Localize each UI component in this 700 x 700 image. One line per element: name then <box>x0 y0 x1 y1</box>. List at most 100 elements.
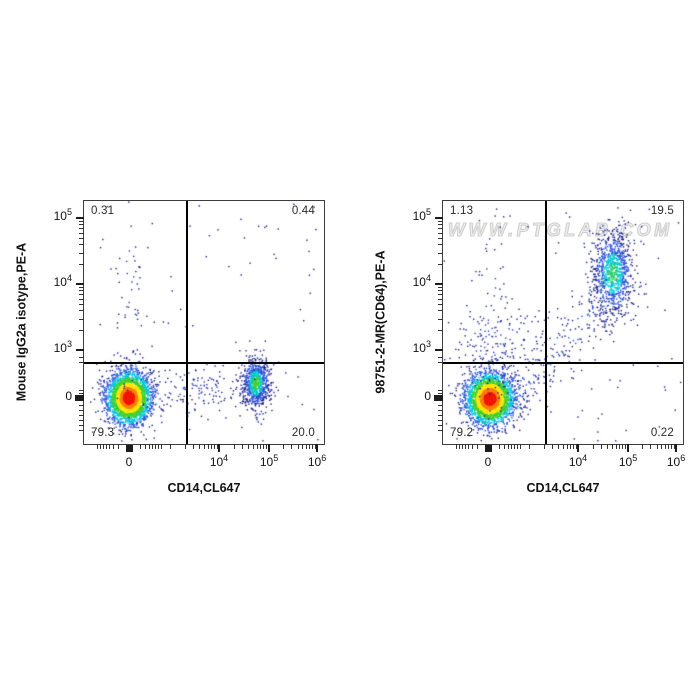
tick-exponent: 4 <box>582 453 588 463</box>
x-axis-minor-tick <box>306 444 308 449</box>
y-axis-minor-tick <box>79 244 84 246</box>
x-axis-minor-tick <box>624 444 626 449</box>
quadrant-gate-vertical-line <box>186 201 189 444</box>
y-axis-minor-tick <box>438 220 443 222</box>
x-axis-minor-tick <box>199 444 201 449</box>
x-axis-minor-tick <box>193 444 195 449</box>
x-axis-minor-tick <box>641 444 643 449</box>
x-axis-minor-tick <box>543 444 545 449</box>
x-axis-minor-tick <box>573 444 575 449</box>
x-axis-tick <box>316 444 319 452</box>
tick-exponent: 3 <box>66 338 72 349</box>
x-axis-minor-tick <box>567 444 569 449</box>
x-axis-minor-tick <box>302 444 304 449</box>
x-axis-minor-tick <box>106 444 108 449</box>
tick-base: 10 <box>307 455 322 469</box>
tick-base: 10 <box>618 455 633 469</box>
x-axis-minor-tick <box>113 444 115 449</box>
tick-base: 10 <box>412 275 426 290</box>
tick-exponent: 3 <box>425 338 431 349</box>
tick-exponent: 4 <box>66 273 72 284</box>
y-axis-minor-tick <box>79 429 84 431</box>
x-axis-minor-tick <box>242 444 244 449</box>
y-axis-minor-tick <box>438 390 443 392</box>
x-axis-minor-tick <box>257 444 259 449</box>
tick-base: 10 <box>259 455 274 469</box>
x-axis-minor-tick <box>601 444 603 449</box>
y-axis-tick-label: 0 <box>65 389 72 404</box>
x-axis-tick <box>627 444 630 452</box>
y-axis-minor-tick <box>79 287 84 289</box>
x-axis-minor-tick <box>208 444 210 449</box>
x-axis-minor-tick <box>592 444 594 449</box>
y-axis-minor-tick <box>79 390 84 392</box>
y-axis-tick <box>76 283 84 286</box>
tick-base: 10 <box>53 209 67 223</box>
quadrant-stat-top-left: 0.31 <box>91 205 115 217</box>
x-axis-minor-tick <box>668 444 670 449</box>
x-axis-minor-tick <box>100 444 102 449</box>
tick-base: 10 <box>568 455 583 469</box>
x-axis-minor-tick <box>508 444 510 449</box>
x-axis-minor-tick <box>520 444 522 449</box>
y-axis-minor-tick <box>438 228 443 230</box>
quadrant-gate-horizontal-line <box>443 362 683 365</box>
y-axis-minor-tick <box>438 237 443 239</box>
x-axis-tick-label: 106 <box>654 453 698 469</box>
y-axis-minor-tick <box>79 290 84 292</box>
flow-plot-isotype: Mouse IgG2a isotype,PE-A 0.31 0.44 79.3 … <box>15 200 326 495</box>
y-axis-minor-tick <box>438 362 443 364</box>
x-axis-minor-tick <box>528 444 530 449</box>
y-axis-minor-tick <box>438 357 443 358</box>
y-axis-minor-tick <box>438 264 443 266</box>
y-axis-tick-label: 103 <box>387 338 431 355</box>
y-axis-tick-label: 104 <box>28 273 72 289</box>
y-axis-minor-tick <box>79 318 84 320</box>
y-axis-minor-tick <box>438 393 443 395</box>
x-axis-tick <box>125 445 133 452</box>
tick-exponent: 5 <box>632 453 638 463</box>
y-axis-minor-tick <box>79 415 84 417</box>
x-axis-title: CD14,CL647 <box>167 481 241 495</box>
x-axis-minor-tick <box>622 444 624 449</box>
y-axis-tick <box>75 395 84 402</box>
x-axis-tick-label: 104 <box>556 453 600 469</box>
y-axis-minor-tick <box>79 357 84 358</box>
y-axis-tick-label: 105 <box>28 207 72 223</box>
x-axis-minor-tick <box>161 444 163 449</box>
y-axis-tick-label: 0 <box>424 389 431 404</box>
y-axis-tick <box>434 395 443 402</box>
x-axis-minor-tick <box>498 444 500 449</box>
y-axis-minor-tick <box>438 294 443 296</box>
x-axis-minor-tick <box>108 444 110 449</box>
quadrant-stat-bottom-right: 20.0 <box>291 427 315 439</box>
x-axis-tick-label: 105 <box>606 453 650 469</box>
y-axis-minor-tick <box>79 404 84 406</box>
y-axis-minor-tick <box>438 232 443 234</box>
x-axis-minor-tick <box>619 444 621 449</box>
x-axis-minor-tick <box>297 444 299 449</box>
x-axis-minor-tick <box>157 444 159 449</box>
y-axis-minor-tick <box>79 303 84 305</box>
tick-exponent: 6 <box>680 453 686 463</box>
x-axis-minor-tick <box>612 444 614 449</box>
x-axis-minor-tick <box>214 444 216 449</box>
y-axis-title-cd64: 98751-2-MR(CD64),PE-A <box>373 250 388 394</box>
y-axis-minor-tick <box>438 330 443 332</box>
x-axis-tick <box>484 445 492 452</box>
y-axis-minor-tick <box>438 404 443 406</box>
y-axis-minor-tick <box>79 224 84 226</box>
tick-exponent: 4 <box>425 273 431 284</box>
x-axis-minor-tick <box>260 444 262 449</box>
x-axis-minor-tick <box>465 444 467 449</box>
y-axis-minor-tick <box>438 298 443 300</box>
y-axis-minor-tick <box>79 298 84 300</box>
x-axis-minor-tick <box>503 444 505 449</box>
x-axis-minor-tick <box>650 444 652 449</box>
y-axis-tick <box>435 348 443 351</box>
y-axis-minor-tick <box>438 252 443 254</box>
x-axis-tick-label: 0 <box>125 455 133 469</box>
y-axis-minor-tick <box>79 425 84 427</box>
y-axis-minor-tick <box>438 224 443 226</box>
